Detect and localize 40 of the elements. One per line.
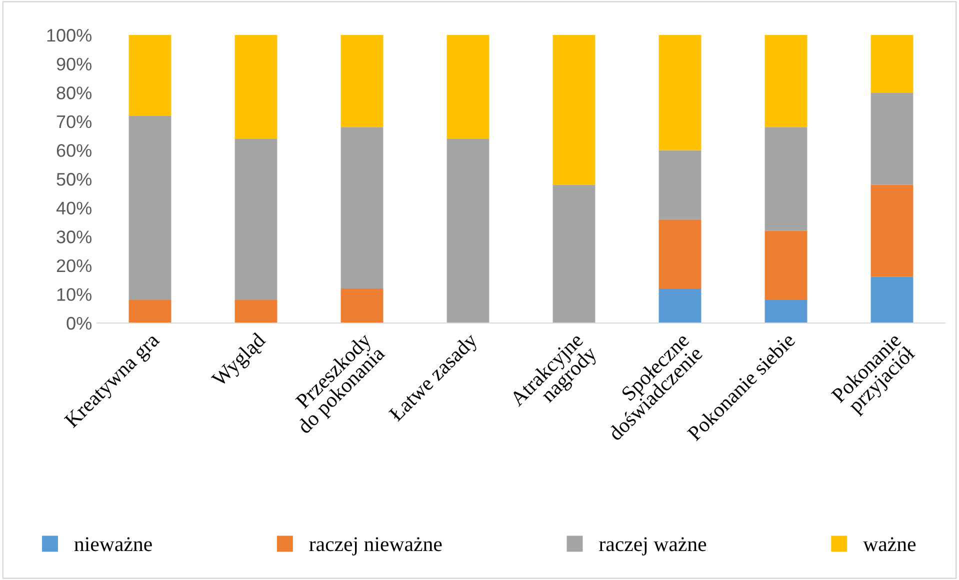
- legend-label: ważne: [863, 537, 916, 552]
- bar: [764, 35, 808, 128]
- bar: [128, 35, 172, 116]
- y-tick-label: 80%: [56, 86, 92, 100]
- y-tick-label: 40%: [56, 202, 92, 215]
- bar: [658, 35, 702, 150]
- y-tick-label: 20%: [56, 259, 92, 272]
- bar: [128, 300, 172, 323]
- legend-label: nieważne: [74, 537, 152, 552]
- legend-label: raczej ważne: [599, 537, 706, 556]
- bar: [658, 288, 702, 323]
- bar: [764, 230, 808, 300]
- bar: [870, 276, 914, 323]
- bar: [446, 138, 490, 323]
- bar: [128, 116, 172, 300]
- bar: [658, 219, 702, 288]
- bar: [552, 184, 596, 323]
- y-tick-label: 100%: [47, 28, 92, 42]
- legend-label: raczej nieważne: [309, 537, 442, 556]
- bar: [234, 300, 278, 323]
- y-tick-label: 70%: [56, 115, 92, 128]
- bar: [340, 35, 384, 128]
- bar: [764, 300, 808, 323]
- y-tick-label: 30%: [56, 230, 92, 244]
- bar: [764, 127, 808, 231]
- bar: [658, 150, 702, 220]
- bar: [870, 35, 914, 93]
- bar: [340, 288, 384, 323]
- bar: [870, 184, 914, 277]
- bar: [340, 127, 384, 288]
- y-tick-label: 60%: [56, 144, 92, 157]
- bar: [234, 138, 278, 300]
- y-tick-label: 90%: [56, 58, 92, 71]
- y-tick-label: 10%: [57, 288, 92, 301]
- bar: [552, 35, 596, 185]
- y-tick-label: 50%: [56, 172, 92, 186]
- bar: [446, 35, 490, 139]
- bar: [234, 35, 278, 139]
- bar: [870, 92, 914, 185]
- y-tick-label: 0%: [66, 316, 92, 330]
